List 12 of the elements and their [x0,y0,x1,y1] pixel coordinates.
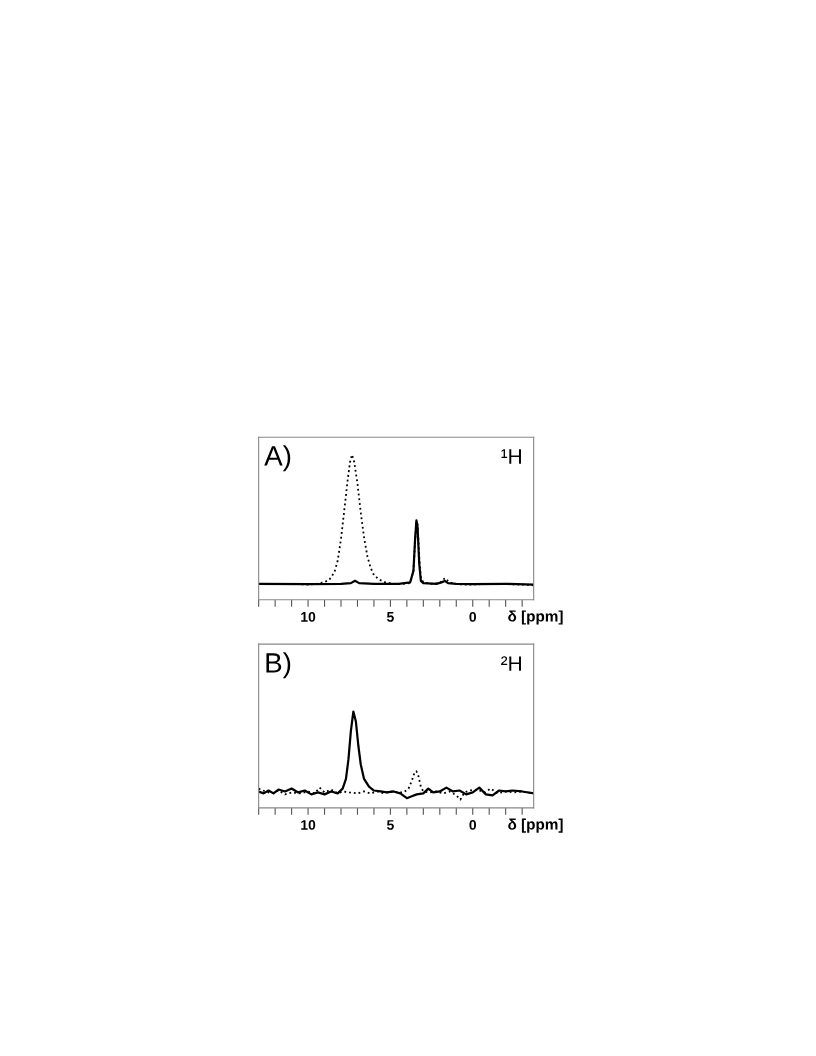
x-tick-label: 0 [469,611,477,622]
text: ²H [501,656,521,671]
x-tick-label: 5 [386,612,394,622]
x-tick-label: 10 [301,611,316,622]
text: B) [266,652,291,679]
x-tick-label: 0 [469,820,477,830]
x-axis-title: δ [ppm] [508,818,563,833]
x-tick-label: 5 [386,820,394,830]
x-tick-label: 10 [301,820,316,830]
x-axis-title: δ [ppm] [508,610,563,625]
annotation: ¹H [501,449,521,464]
annotation: A) [264,445,291,472]
